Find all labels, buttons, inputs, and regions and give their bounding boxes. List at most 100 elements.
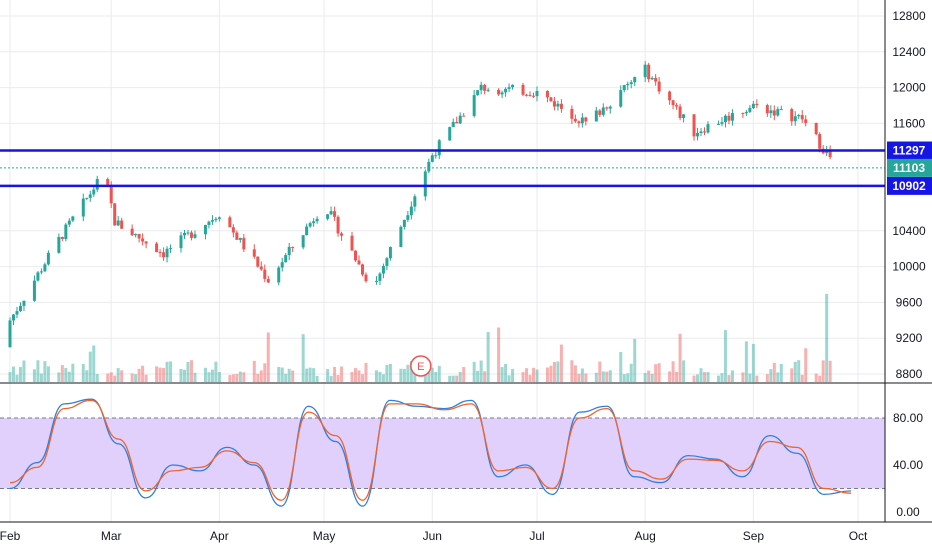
volume-bar	[92, 345, 96, 382]
volume-bar	[448, 375, 452, 382]
volume-bar	[647, 370, 651, 382]
volume-bar	[455, 375, 459, 382]
volume-bar	[525, 368, 529, 382]
candle-body	[106, 178, 110, 185]
volume-bar	[605, 371, 609, 382]
candle-body	[545, 90, 549, 98]
candle-body	[657, 81, 661, 92]
candle-body	[67, 220, 71, 225]
volume-bar	[287, 368, 291, 382]
candle-body	[193, 234, 197, 238]
volume-bar	[804, 348, 808, 382]
candle-body	[231, 227, 235, 233]
volume-bar	[668, 371, 672, 382]
candle-body	[532, 95, 535, 97]
stoch-tick-label: 80.00	[893, 411, 923, 425]
candle-body	[650, 77, 654, 80]
candle-body	[825, 150, 829, 154]
candle-body	[455, 121, 459, 124]
volume-bar	[730, 370, 734, 382]
volume-bar	[559, 344, 563, 382]
candle-body	[354, 250, 358, 261]
volume-bar	[521, 372, 525, 382]
candle-body	[277, 267, 281, 283]
candle-body	[88, 194, 92, 198]
volume-bar	[430, 367, 434, 382]
volume-bar	[696, 374, 700, 382]
candle-body	[155, 243, 159, 253]
candle-body	[716, 123, 720, 125]
volume-bar	[106, 373, 110, 382]
volume-bar	[165, 361, 169, 382]
candle-body	[626, 83, 630, 86]
volume-bar	[242, 372, 246, 382]
candle-body	[413, 196, 417, 207]
candle-body	[71, 216, 75, 221]
volume-bar	[155, 366, 159, 382]
candle-body	[280, 262, 284, 268]
volume-bar	[214, 361, 218, 382]
candle-body	[305, 226, 309, 236]
candles	[8, 61, 832, 348]
volume-bar	[716, 375, 720, 382]
candle-body	[210, 220, 214, 222]
candle-body	[647, 64, 651, 80]
candle-body	[333, 211, 337, 217]
candle-body	[678, 106, 682, 118]
stoch-tick-label: 40.00	[893, 458, 923, 472]
candle-body	[130, 228, 134, 236]
candle-body	[765, 105, 769, 114]
volume-bar	[193, 372, 197, 382]
volume-bar	[11, 366, 15, 382]
volume-bar	[741, 372, 745, 382]
event-marker[interactable]: E	[410, 355, 432, 377]
volume-bar	[657, 363, 661, 382]
volume-bar	[137, 368, 141, 382]
candle-body	[748, 107, 752, 112]
candle-body	[11, 314, 15, 321]
candle-body	[594, 110, 598, 122]
time-tick-label: Feb	[0, 529, 21, 543]
volume-bar	[699, 368, 703, 382]
axes: 12800 12400 12000 11600 10400 10000 9600 9200 88…	[0, 0, 932, 543]
candle-body	[378, 273, 382, 281]
volume-bar	[476, 370, 480, 382]
candle-body	[723, 115, 727, 123]
volume-bar	[186, 361, 190, 382]
volume-bar	[305, 368, 309, 382]
volume-bar	[162, 368, 166, 382]
volume-bar	[36, 360, 40, 382]
volume-bar	[43, 361, 47, 382]
candle-body	[266, 278, 270, 283]
candle-body	[427, 161, 431, 172]
volume-bar	[765, 374, 769, 382]
volume-bar	[772, 362, 776, 382]
volume-bar	[217, 371, 221, 382]
time-tick-label: Aug	[635, 529, 656, 543]
stochastic-pane	[0, 398, 885, 507]
candle-body	[577, 121, 581, 124]
candle-body	[165, 248, 169, 258]
candle-body	[633, 77, 637, 83]
volume-bar	[277, 366, 281, 382]
volume-bar	[116, 368, 120, 382]
volume-bar	[643, 373, 647, 382]
volume-bar	[800, 374, 804, 382]
price-tick-label: 9600	[896, 295, 923, 309]
volume-bar	[315, 375, 319, 382]
candle-body	[706, 124, 710, 133]
candle-body	[434, 155, 438, 157]
candle-body	[779, 109, 783, 111]
candle-body	[374, 280, 378, 282]
candle-body	[451, 121, 455, 128]
volume-bar	[580, 368, 584, 382]
candle-body	[8, 320, 12, 348]
candle-body	[462, 115, 466, 117]
price-tick-label: 10000	[892, 260, 926, 274]
candle-body	[36, 272, 40, 281]
candle-body	[483, 84, 487, 91]
volume-bar	[545, 367, 549, 382]
volume-bar	[451, 375, 455, 382]
volume-bar	[8, 372, 12, 382]
volume-bar	[32, 369, 36, 382]
